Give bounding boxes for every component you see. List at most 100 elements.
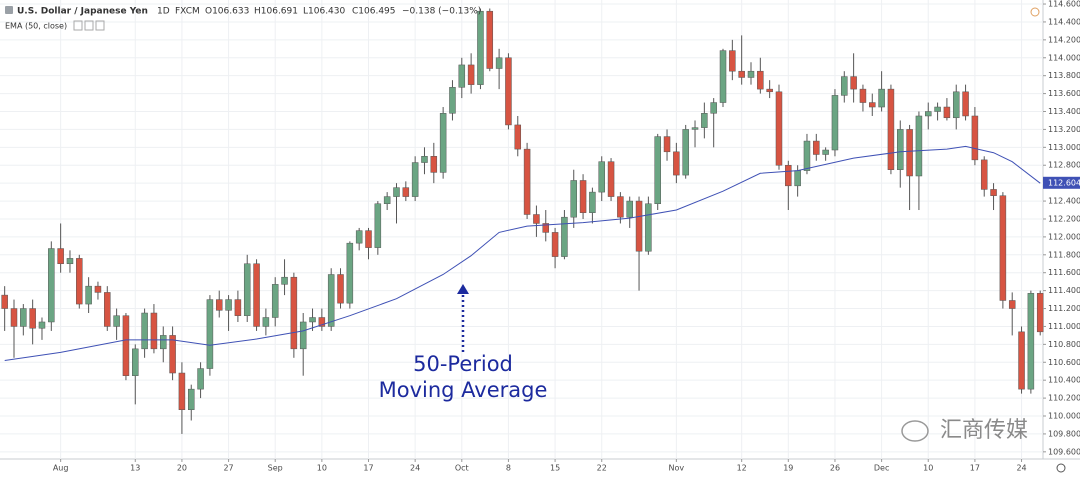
last-value-tag — [1043, 176, 1080, 189]
candle-body — [132, 348, 139, 376]
x-tick-label: 12 — [737, 464, 747, 473]
candle-body — [869, 102, 876, 108]
y-tick-label: 112.800 — [1048, 161, 1080, 170]
candle-body — [1, 294, 8, 309]
candle-body — [561, 216, 568, 257]
x-tick-label: 19 — [783, 464, 793, 473]
x-tick-label: 24 — [1016, 464, 1026, 473]
candle-body — [113, 315, 120, 327]
candle-body — [654, 136, 661, 205]
candle-body — [859, 88, 867, 103]
watermark-icon — [901, 420, 929, 442]
candle-body — [570, 180, 577, 218]
candle-body — [486, 10, 494, 69]
legend: U.S. Dollar / Japanese Yen 1D FXCM EMA (… — [5, 6, 481, 31]
y-tick-label: 111.400 — [1048, 286, 1080, 295]
symbol-icon[interactable] — [5, 6, 13, 14]
candle-body — [1008, 300, 1016, 309]
y-tick-label: 113.400 — [1048, 107, 1080, 116]
indicator-button[interactable] — [73, 20, 83, 31]
candle-body — [178, 372, 186, 410]
y-tick-label: 111.200 — [1048, 304, 1080, 313]
x-tick-label: Oct — [455, 464, 469, 473]
y-tick-label: 113.200 — [1048, 125, 1080, 134]
watermark: 汇商传媒 — [901, 418, 1028, 443]
y-tick-label: 110.000 — [1048, 412, 1080, 421]
candle-body — [346, 242, 354, 304]
indicator-button[interactable] — [84, 20, 94, 31]
candle-body — [533, 214, 540, 224]
candle-body — [925, 111, 932, 117]
candle-body — [673, 151, 680, 176]
candle-body — [253, 263, 260, 327]
candle-body — [477, 10, 484, 85]
candle-body — [794, 170, 801, 187]
candle-body — [850, 76, 857, 90]
candle-body — [766, 88, 773, 93]
candle-body — [607, 161, 615, 197]
y-tick-label: 113.000 — [1048, 143, 1080, 152]
y-tick-label: 111.600 — [1048, 268, 1080, 277]
y-tick-label: 113.600 — [1048, 89, 1080, 98]
candle-body — [785, 164, 792, 187]
candle-body — [747, 70, 755, 78]
y-tick-label: 111.800 — [1048, 250, 1080, 259]
candle-body — [663, 136, 671, 153]
candle-body — [729, 50, 736, 72]
candle-body — [318, 317, 326, 327]
candle-body — [682, 129, 689, 176]
candle-body — [271, 284, 279, 318]
candle-body — [878, 88, 885, 108]
indicator-button[interactable] — [95, 20, 105, 31]
candle-body — [841, 76, 848, 96]
candle-body — [10, 308, 18, 327]
candle-body — [617, 196, 624, 218]
x-tick-label: Sep — [268, 464, 283, 473]
y-tick-label: 114.600 — [1048, 0, 1080, 9]
candle-body — [76, 258, 83, 305]
settings-icon[interactable] — [1056, 463, 1066, 473]
candle-body — [1027, 293, 1035, 390]
candle-body — [197, 368, 204, 390]
y-tick-label: 112.000 — [1048, 232, 1080, 241]
y-tick-label: 109.600 — [1048, 447, 1080, 456]
y-tick-label: 113.800 — [1048, 71, 1080, 80]
candle-body — [738, 70, 745, 78]
x-tick-label: Aug — [53, 464, 69, 473]
candle-body — [150, 312, 158, 350]
candle-body — [467, 64, 475, 85]
candle-body — [906, 129, 913, 177]
candle-body — [757, 70, 764, 90]
x-tick-label: 22 — [597, 464, 607, 473]
alert-icon[interactable] — [1030, 7, 1040, 17]
candle-body — [897, 129, 904, 170]
x-tick-label: 17 — [970, 464, 980, 473]
candle-body — [243, 263, 251, 316]
x-tick-label: 26 — [830, 464, 840, 473]
candle-body — [980, 159, 988, 190]
candle-body — [383, 196, 391, 205]
y-tick-label: 111.000 — [1048, 322, 1080, 331]
candle-body — [262, 317, 270, 327]
y-tick-label: 110.200 — [1048, 394, 1080, 403]
annotation: 50-Period Moving Average — [379, 284, 547, 402]
candle-body — [411, 162, 419, 197]
y-tick-label: 114.200 — [1048, 35, 1080, 44]
x-tick-label: 10 — [317, 464, 327, 473]
candle-body — [421, 156, 428, 163]
ohlc-readout: L106.430 — [303, 7, 346, 17]
candle-body — [691, 127, 699, 130]
candle-body — [309, 317, 316, 323]
candle-body — [1036, 293, 1044, 333]
source: FXCM — [175, 7, 200, 17]
candle-body — [495, 57, 503, 69]
y-tick-label: 110.600 — [1048, 358, 1080, 367]
watermark-text: 汇商传媒 — [940, 418, 1028, 443]
candle-body — [990, 189, 997, 196]
last-value-label: 112.604 — [1048, 178, 1080, 187]
candle-body — [999, 195, 1007, 301]
candle-body — [1018, 331, 1025, 390]
candle-body — [514, 124, 522, 150]
candle-body — [215, 299, 223, 311]
